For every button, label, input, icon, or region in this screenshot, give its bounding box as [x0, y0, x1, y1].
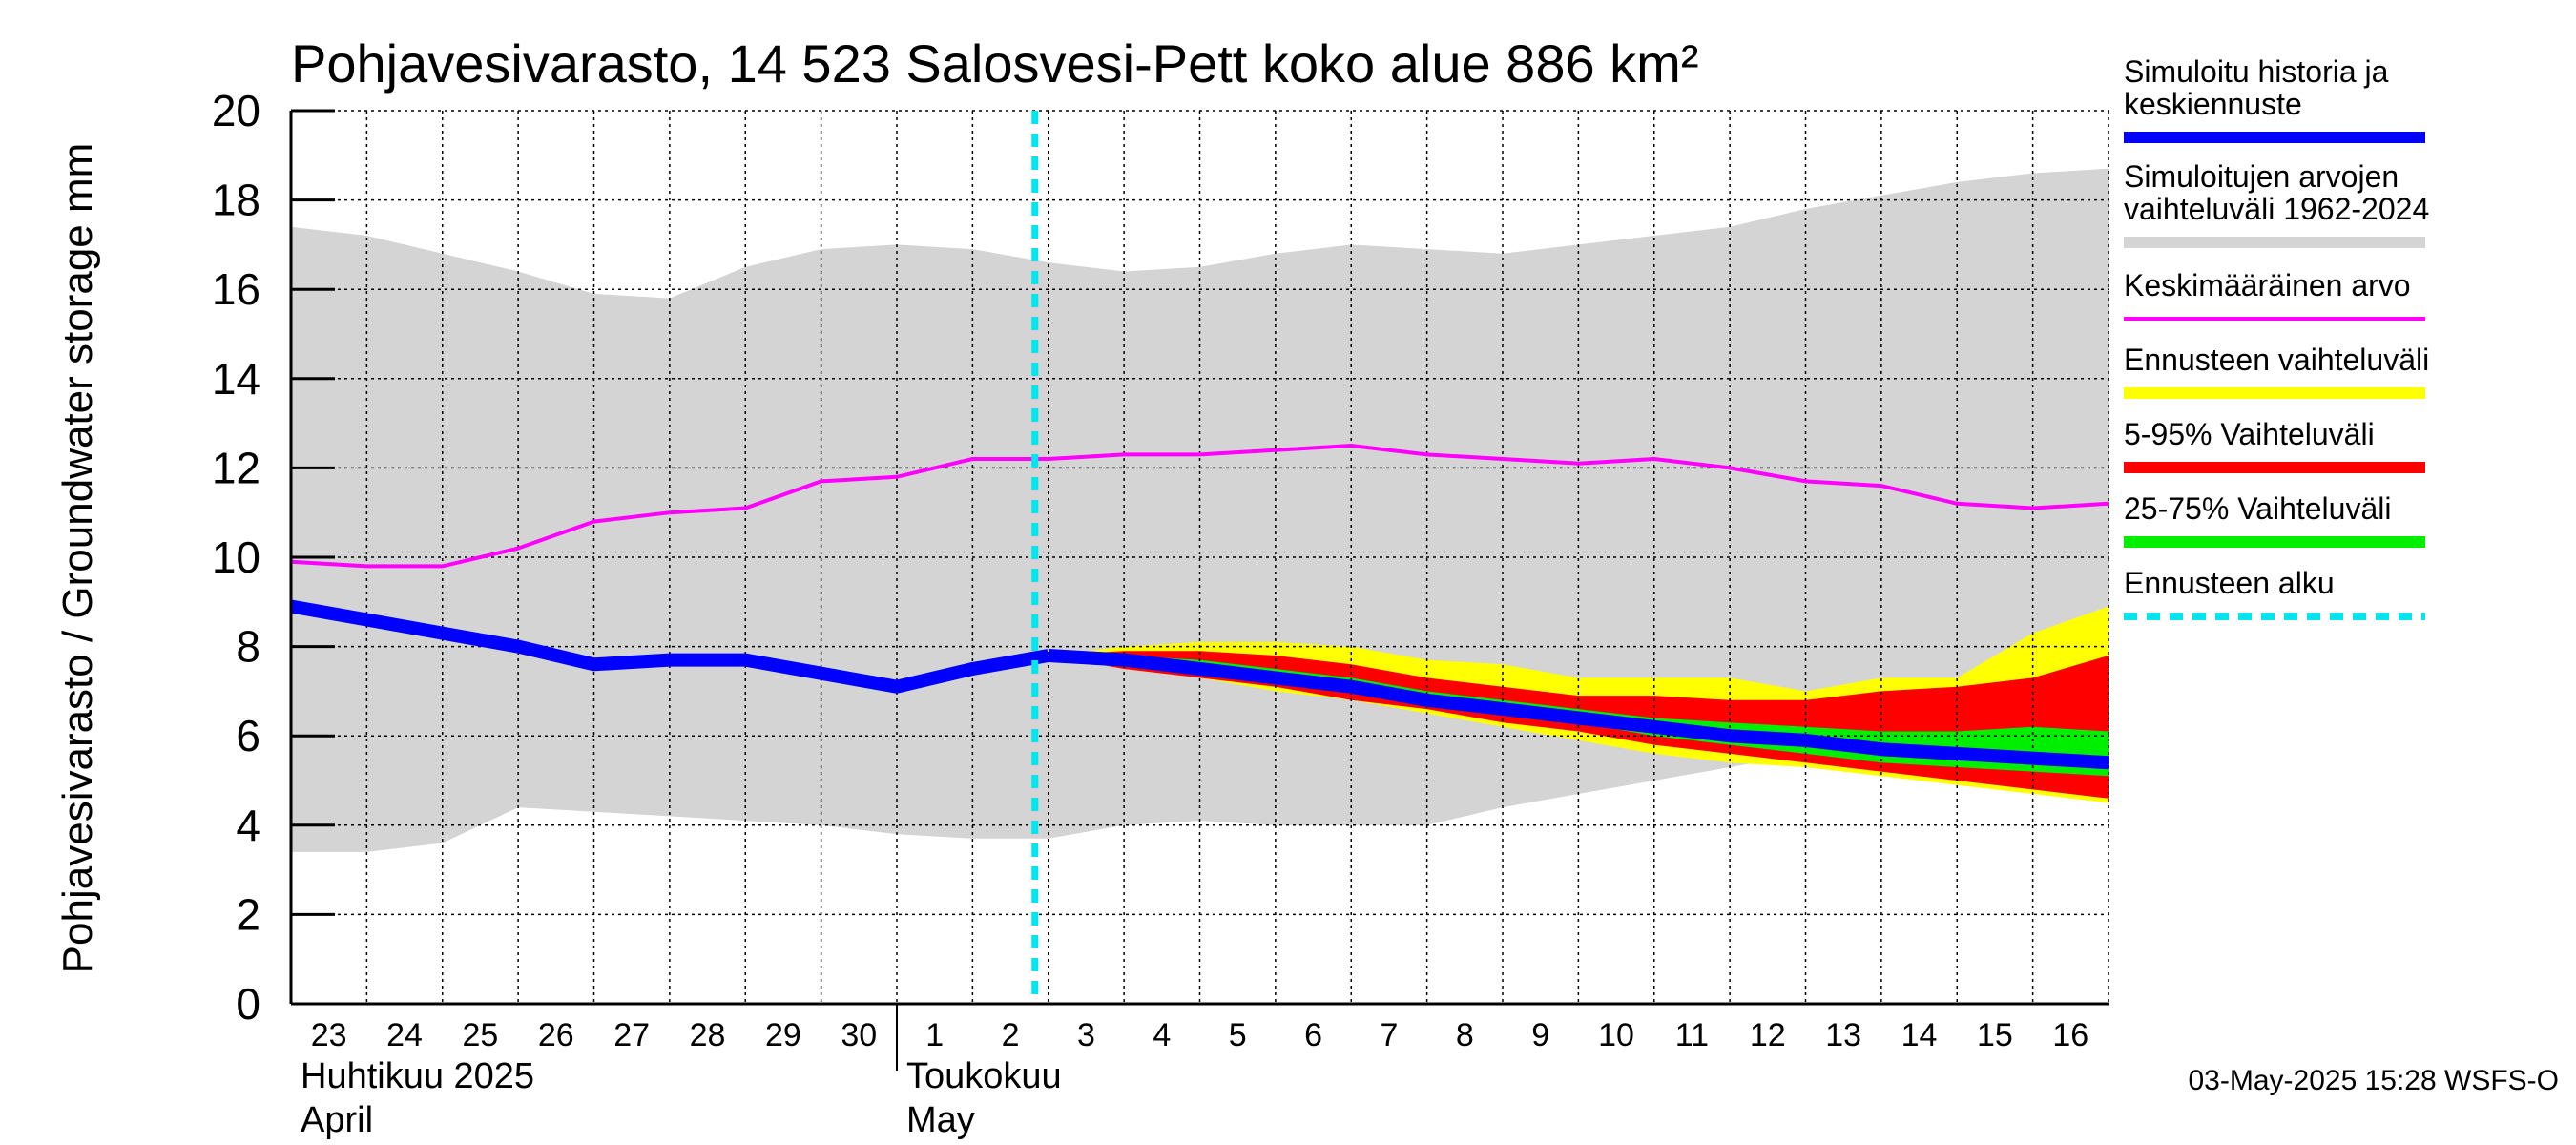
grid: [291, 110, 2109, 1004]
x-tick-label: 27: [613, 1017, 650, 1053]
month-label-english: May: [906, 1100, 975, 1140]
x-tick-label: 29: [765, 1017, 801, 1053]
x-tick-label: 26: [538, 1017, 574, 1053]
x-tick-label: 9: [1531, 1017, 1549, 1053]
x-tick-label: 30: [841, 1017, 877, 1053]
x-tick-label: 10: [1598, 1017, 1634, 1053]
x-tick-label: 1: [925, 1017, 944, 1053]
legend-item: Ennusteen vaihteluväli: [2124, 343, 2429, 399]
month-label: Toukokuu: [906, 1056, 1062, 1096]
x-tick-label: 5: [1229, 1017, 1247, 1053]
legend-item: 5-95% Vaihteluväli: [2124, 417, 2425, 473]
y-tick-label: 18: [212, 176, 260, 225]
y-tick-label: 2: [236, 889, 260, 939]
median-forecast-line: [1048, 649, 2109, 770]
x-tick-label: 3: [1077, 1017, 1095, 1053]
legend-label: Keskimääräinen arvo: [2124, 268, 2411, 302]
x-tick-label: 2: [1002, 1017, 1020, 1053]
x-tick-label: 4: [1153, 1017, 1171, 1053]
y-tick-label: 12: [212, 443, 260, 492]
x-tick-label: 16: [2052, 1017, 2088, 1053]
legend-label: Simuloitujen arvojen: [2124, 159, 2399, 194]
x-tick-label: 13: [1825, 1017, 1861, 1053]
legend-label: 5-95% Vaihteluväli: [2124, 417, 2375, 451]
x-tick-label: 28: [690, 1017, 726, 1053]
x-tick-label: 15: [1977, 1017, 2013, 1053]
plot-area: [289, 110, 2109, 1004]
y-tick-label: 10: [212, 532, 260, 582]
x-tick-label: 12: [1750, 1017, 1786, 1053]
legend-label: Ennusteen vaihteluväli: [2124, 343, 2429, 377]
y-axis-label: Pohjavesivarasto / Groundwater storage m…: [54, 143, 101, 974]
legend-label: Simuloitu historia ja: [2124, 54, 2389, 89]
x-tick-label: 25: [463, 1017, 499, 1053]
month-label-english: April: [301, 1100, 373, 1140]
x-tick-label: 24: [386, 1017, 423, 1053]
legend-label-line2: keskiennuste: [2124, 87, 2302, 121]
legend-label: 25-75% Vaihteluväli: [2124, 491, 2391, 526]
x-tick-label: 14: [1901, 1017, 1938, 1053]
x-tick-label: 11: [1675, 1017, 1709, 1053]
x-tick-label: 6: [1304, 1017, 1322, 1053]
y-tick-label: 14: [212, 354, 260, 404]
legend-label-line2: vaihteluväli 1962-2024: [2124, 192, 2429, 226]
history-line: [289, 599, 1050, 694]
x-tick-label: 7: [1380, 1017, 1398, 1053]
timestamp-footer: 03-May-2025 15:28 WSFS-O: [2189, 1065, 2560, 1096]
mean-line: [290, 443, 2109, 569]
x-tick-label: 23: [311, 1017, 347, 1053]
y-tick-label: 16: [212, 264, 260, 314]
y-tick-label: 6: [236, 711, 260, 760]
month-label: Huhtikuu 2025: [301, 1056, 534, 1096]
legend-item: Ennusteen alku: [2124, 566, 2425, 620]
legend-label: Ennusteen alku: [2124, 566, 2335, 600]
x-tick-label: 8: [1456, 1017, 1474, 1053]
legend-item: 25-75% Vaihteluväli: [2124, 491, 2425, 548]
y-tick-label: 4: [236, 801, 260, 850]
y-tick-label: 20: [212, 86, 260, 135]
y-tick-label: 8: [236, 622, 260, 672]
y-tick-label: 0: [236, 979, 260, 1029]
chart-title: Pohjavesivarasto, 14 523 Salosvesi-Pett …: [291, 33, 1698, 94]
legend: Simuloitu historia jakeskiennusteSimuloi…: [2124, 54, 2429, 620]
legend-item: Keskimääräinen arvo: [2124, 268, 2425, 321]
